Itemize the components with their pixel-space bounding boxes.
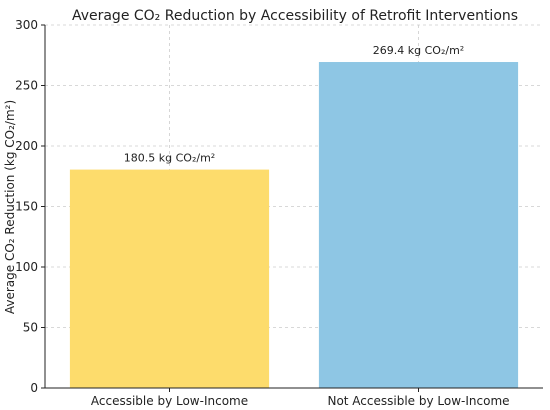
y-axis-label: Average CO₂ Reduction (kg CO₂/m²) (3, 100, 17, 314)
y-tick-label: 150 (15, 200, 38, 214)
bar-data-label: 269.4 kg CO₂/m² (373, 44, 464, 57)
y-ticks: 0 50 100 150 200 250 300 (15, 18, 45, 395)
y-tick-label: 100 (15, 260, 38, 274)
data-labels: 180.5 kg CO₂/m² 269.4 kg CO₂/m² (124, 44, 464, 165)
y-tick-label: 200 (15, 139, 38, 153)
chart-title: Average CO₂ Reduction by Accessibility o… (72, 8, 518, 24)
bar (318, 62, 519, 388)
bars (69, 62, 519, 388)
bar-data-label: 180.5 kg CO₂/m² (124, 152, 215, 165)
y-tick-label: 250 (15, 79, 38, 93)
x-tick-label: Not Accessible by Low-Income (327, 394, 509, 408)
y-tick-label: 50 (23, 321, 38, 335)
bar (69, 169, 270, 388)
x-ticks: Accessible by Low-Income Not Accessible b… (91, 388, 510, 408)
x-tick-label: Accessible by Low-Income (91, 394, 248, 408)
y-tick-label: 0 (30, 381, 38, 395)
y-tick-label: 300 (15, 18, 38, 32)
